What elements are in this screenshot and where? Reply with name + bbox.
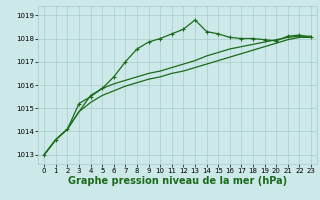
X-axis label: Graphe pression niveau de la mer (hPa): Graphe pression niveau de la mer (hPa) [68, 176, 287, 186]
